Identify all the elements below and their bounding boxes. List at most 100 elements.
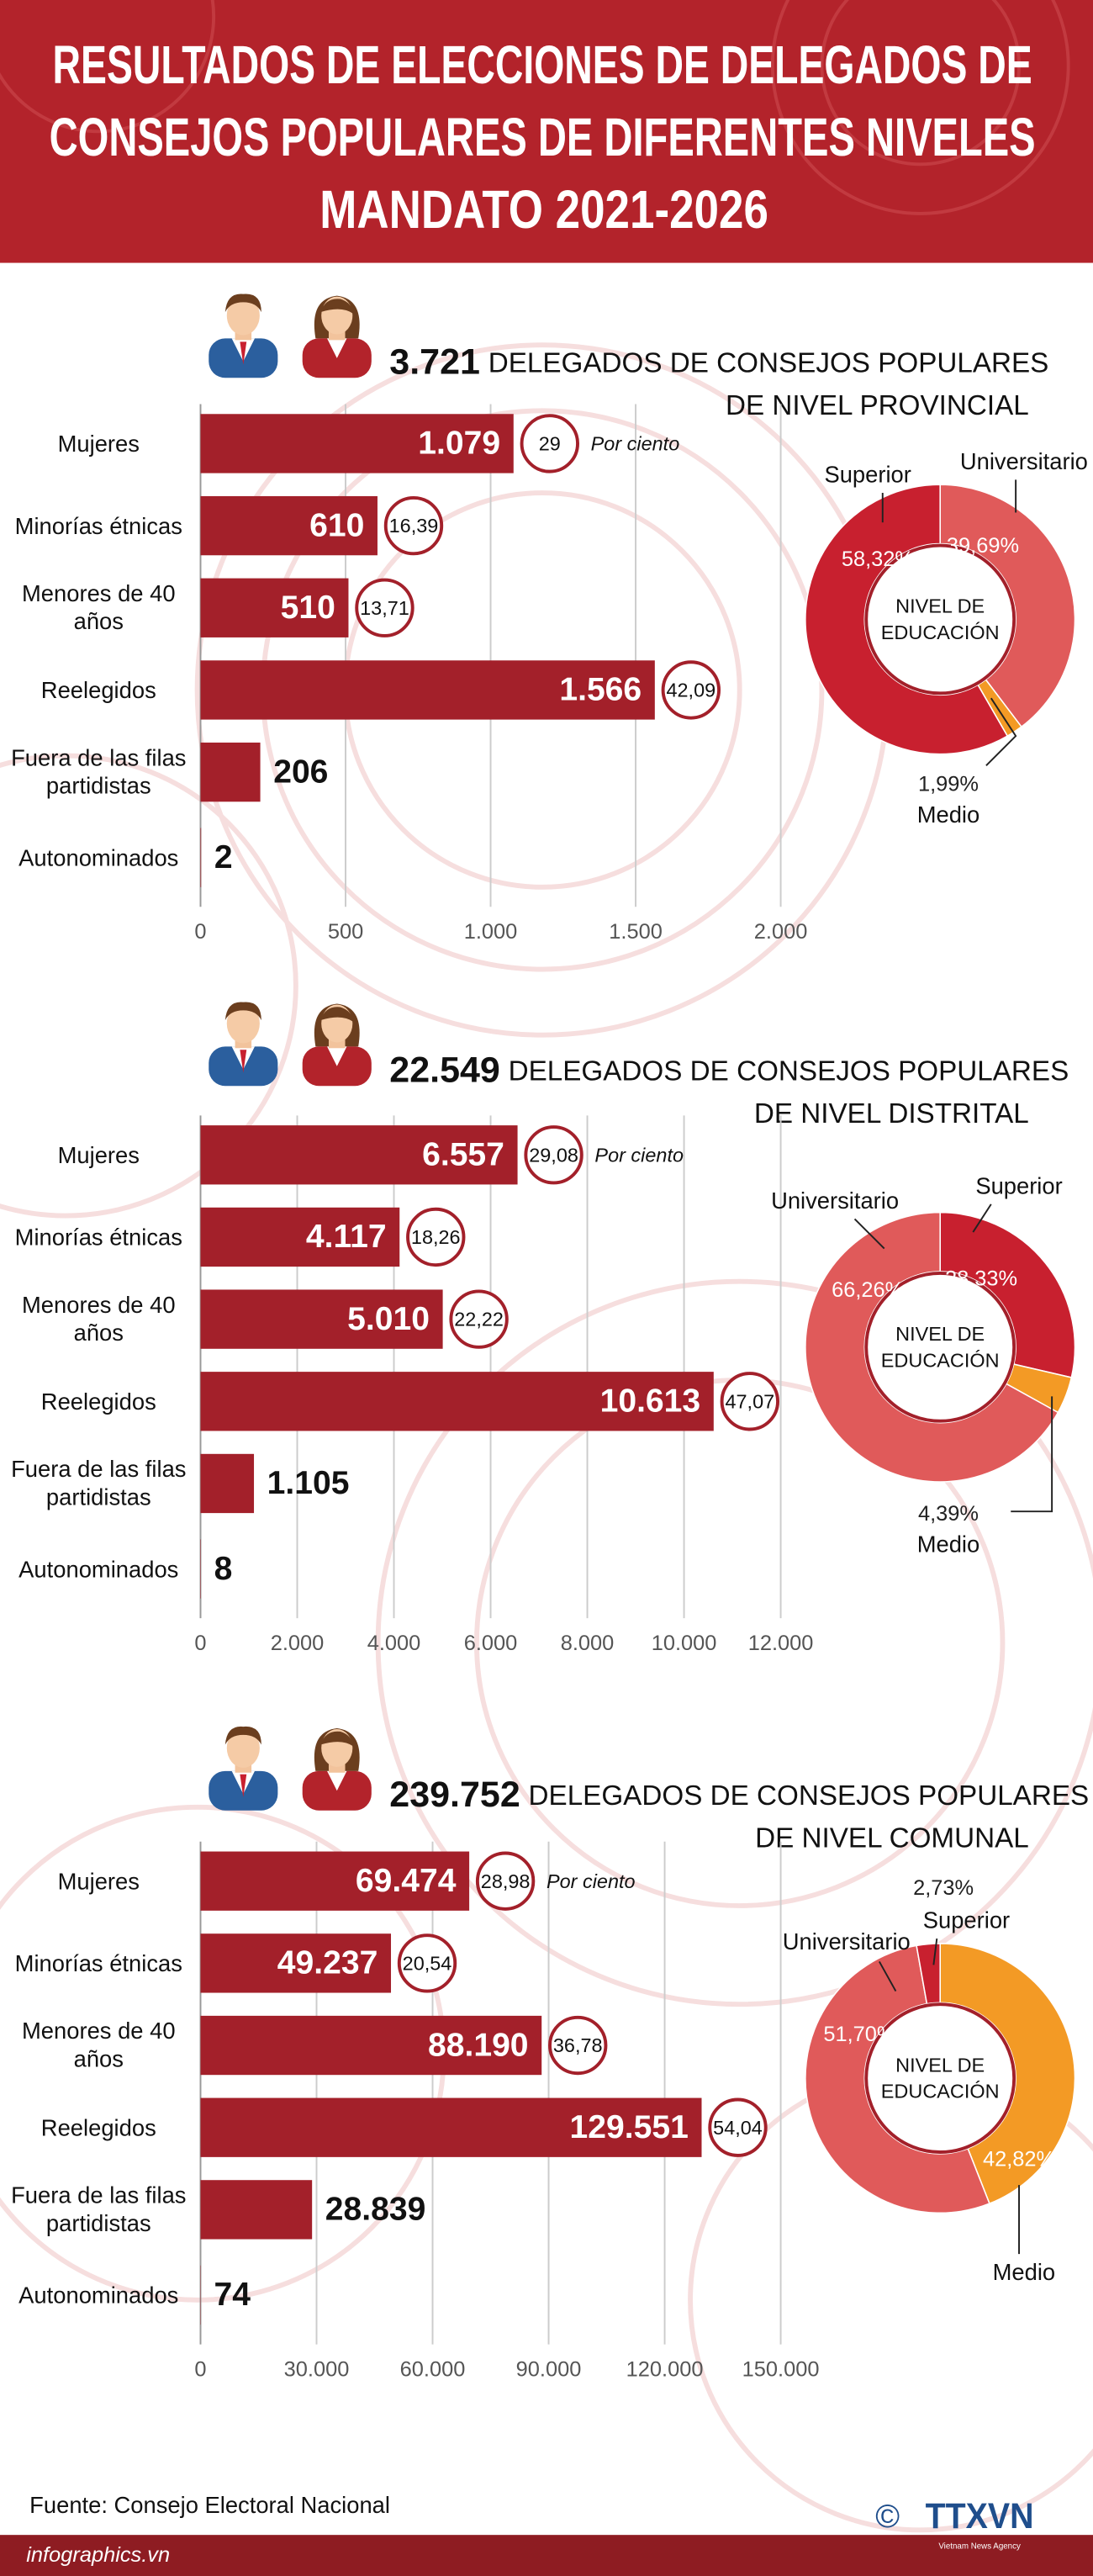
- icon-man: [209, 1726, 278, 1811]
- percent-circle: [397, 1933, 457, 1993]
- icon-woman: [302, 295, 372, 378]
- category-label-box: Reelegidos: [40, 675, 156, 703]
- legend-label: Superior: [975, 1173, 1062, 1199]
- category-label: Minorías étnicas: [14, 511, 182, 538]
- x-tick-label: 150.000: [742, 2358, 820, 2382]
- center-label: NIVEL DE EDUCACIÓN: [880, 1322, 1000, 1373]
- category-label: Menores de 40 años: [21, 579, 176, 635]
- category-label: Minorías étnicas: [14, 1223, 182, 1250]
- x-tick-label: 1.000: [464, 920, 518, 944]
- bar: [200, 414, 514, 473]
- pie-value-label: 58,32%: [842, 547, 914, 571]
- x-tick-label: 10.000: [652, 1632, 717, 1655]
- x-tick-label: 120.000: [626, 2358, 704, 2382]
- center-label: NIVEL DE EDUCACIÓN: [880, 2053, 1000, 2103]
- heading-total: 3.721: [389, 342, 480, 383]
- leader-line: [985, 697, 1017, 766]
- value-label: 206: [273, 754, 328, 790]
- leader-line: [932, 1938, 938, 1965]
- x-tick-label: 500: [328, 920, 363, 944]
- bar: [200, 2097, 702, 2157]
- legend-label: Universitario: [783, 1928, 911, 1954]
- category-label: Reelegidos: [40, 1387, 156, 1414]
- pie-center: [864, 1271, 1016, 1423]
- title-line: CONSEJOS POPULARES DE DIFERENTES NIVELES: [50, 107, 1036, 167]
- pie-value-label: 51,70%: [823, 2023, 895, 2046]
- value-label: 69.474: [356, 1863, 457, 1899]
- percent-label: 18,26: [411, 1226, 461, 1248]
- pie-value-label: 42,82%: [983, 2147, 1055, 2171]
- category-label: Mujeres: [57, 1867, 140, 1894]
- pie-value-label: 28,33%: [945, 1267, 1017, 1290]
- logo: TTXVN: [926, 2496, 1034, 2536]
- bar: [200, 1453, 255, 1514]
- value-label: 1.105: [267, 1465, 350, 1501]
- center-label: NIVEL DE EDUCACIÓN: [880, 595, 1000, 644]
- center-label-box: NIVEL DE EDUCACIÓN: [880, 2053, 1000, 2103]
- pie-value-label: 2,73%: [913, 1876, 974, 1900]
- heading-text: DE NIVEL PROVINCIAL: [726, 390, 1029, 421]
- legend-label: Superior: [923, 1907, 1010, 1933]
- percent-note: Por ciento: [591, 433, 680, 455]
- category-label-box: Autonominados: [18, 2281, 178, 2307]
- category-label-box: Mujeres: [58, 1141, 140, 1167]
- category-label: Fuera de las filas partidistas: [11, 1455, 187, 1510]
- percent-circle: [355, 578, 414, 637]
- value-label: 6.557: [422, 1137, 504, 1173]
- category-label: Menores de 40 años: [21, 1291, 176, 1346]
- percent-label: 16,39: [389, 515, 439, 537]
- percent-label: 29,08: [529, 1144, 578, 1166]
- leader-line: [1011, 1396, 1053, 1513]
- center-label-box: NIVEL DE EDUCACIÓN: [880, 1322, 1000, 1373]
- value-label: 74: [214, 2277, 251, 2313]
- legend-label: Universitario: [771, 1187, 899, 1214]
- category-label: Minorías étnicas: [14, 1949, 182, 1976]
- category-label-box: Menores de 40 años: [21, 1291, 176, 1346]
- category-label: Reelegidos: [40, 675, 156, 703]
- value-label: 129.551: [570, 2109, 689, 2145]
- bar: [200, 1207, 400, 1267]
- x-tick-label: 0: [194, 920, 206, 944]
- pie-center: [864, 543, 1016, 696]
- category-label: Menores de 40 años: [21, 2017, 176, 2072]
- percent-label: 22,22: [454, 1309, 504, 1330]
- heading-total: 22.549: [389, 1050, 500, 1091]
- heading: 3.721 DELEGADOS DE CONSEJOS POPULARES: [389, 342, 1048, 383]
- percent-circle: [720, 1372, 780, 1431]
- category-label-box: Reelegidos: [40, 1387, 156, 1414]
- x-tick-label: 6.000: [464, 1632, 518, 1655]
- value-label: 1.079: [418, 426, 500, 462]
- x-tick-label: 8.000: [561, 1632, 615, 1655]
- heading: 22.549 DELEGADOS DE CONSEJOS POPULARES: [389, 1050, 1069, 1091]
- value-label: 88.190: [428, 2027, 529, 2063]
- pie-value-label: 1,99%: [918, 772, 979, 796]
- category-label-box: Fuera de las filas partidistas: [11, 744, 186, 798]
- bar: [200, 1125, 518, 1185]
- percent-note: Por ciento: [594, 1144, 684, 1166]
- value-label: 28.839: [325, 2192, 426, 2228]
- heading-text: DE NIVEL COMUNAL: [755, 1823, 1029, 1854]
- category-label: Autonominados: [18, 1554, 179, 1582]
- bar: [200, 495, 378, 556]
- percent-circle: [475, 1851, 536, 1911]
- percent-circle: [661, 660, 721, 720]
- icon-woman: [302, 1728, 372, 1811]
- title-line: MANDATO 2021-2026: [319, 179, 768, 240]
- legend-label: Medio: [917, 1531, 980, 1557]
- category-label: Autonominados: [18, 844, 179, 870]
- percent-circle: [520, 414, 579, 473]
- pie-center: [864, 2002, 1016, 2154]
- percent-circle: [548, 2015, 608, 2076]
- legend-label: Superior: [824, 462, 911, 488]
- category-label-box: Minorías étnicas: [14, 1949, 182, 1976]
- value-label: 8: [214, 1551, 233, 1587]
- category-label-box: Autonominados: [18, 844, 179, 870]
- x-tick-label: 2.000: [754, 920, 808, 944]
- percent-label: 47,07: [725, 1390, 774, 1412]
- pie-value-label: 66,26%: [832, 1278, 904, 1302]
- icon-man: [209, 294, 278, 378]
- category-label-box: Fuera de las filas partidistas: [11, 1455, 187, 1510]
- bar: [200, 660, 655, 720]
- pie-value-label: 39,69%: [947, 534, 1019, 558]
- heading-text: DELEGADOS DE CONSEJOS POPULARES: [509, 1055, 1069, 1087]
